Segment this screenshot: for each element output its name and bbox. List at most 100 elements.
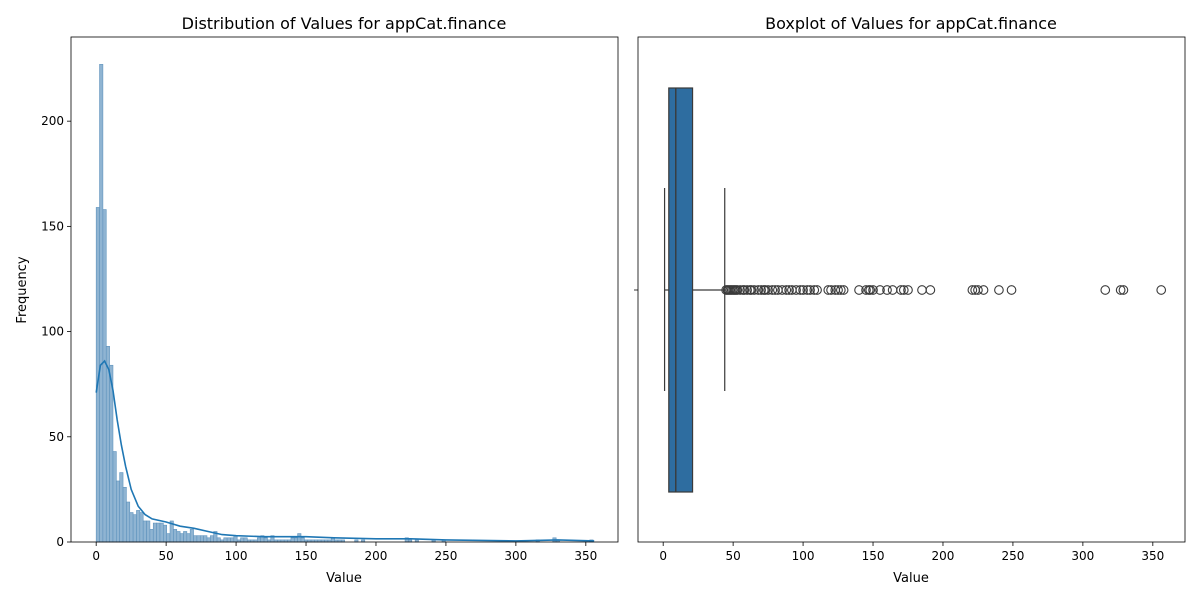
histogram-bar: [126, 501, 131, 543]
boxplot-panel: Boxplot of Values for appCat.finance 0 50…: [634, 14, 1186, 586]
histogram-title: Distribution of Values for appCat.financ…: [182, 14, 507, 33]
histogram-bar: [223, 537, 228, 543]
outlier-point: [749, 285, 759, 295]
histogram-bar: [122, 486, 127, 543]
outlier-point: [805, 285, 815, 295]
histogram-bar: [230, 537, 235, 543]
histogram-axes-frame: [70, 36, 619, 543]
histogram-bar: [129, 512, 134, 543]
x-tick-label: 200: [365, 549, 388, 563]
x-tick-label: 0: [659, 549, 667, 563]
outlier-point: [836, 285, 846, 295]
outlier-point: [833, 285, 843, 295]
y-tick-label: 50: [49, 430, 64, 444]
outlier-point: [746, 285, 757, 295]
outlier-point: [868, 285, 878, 295]
histogram-bar: [119, 472, 124, 543]
outlier-point: [1006, 285, 1017, 295]
outlier-point: [784, 285, 794, 295]
histogram-bar: [186, 533, 191, 543]
histogram-bar: [105, 346, 110, 543]
histogram-bar: [193, 535, 198, 543]
boxplot-axes-frame: [637, 36, 1186, 543]
histogram-bar: [112, 451, 117, 543]
outlier-point: [887, 285, 898, 295]
histogram-bar: [136, 510, 141, 543]
outlier-point: [823, 285, 834, 295]
histogram-bar: [173, 529, 178, 543]
histogram-bar: [183, 531, 188, 543]
outlier-point: [903, 285, 913, 295]
histogram-bar: [290, 537, 295, 543]
histogram-bar: [116, 480, 120, 543]
y-tick-label: 150: [41, 219, 64, 233]
boxplot-marks: [663, 87, 1167, 493]
outlier-point: [812, 285, 822, 295]
x-tick-label: 100: [225, 549, 248, 563]
outlier-point: [781, 285, 792, 295]
boxplot-x-label: Value: [893, 571, 929, 586]
outlier-point: [809, 285, 820, 295]
histogram-bar: [132, 514, 137, 543]
histogram-bar: [196, 535, 201, 543]
histogram-bar: [146, 520, 151, 543]
outlier-point: [967, 285, 978, 295]
outlier-point: [826, 285, 836, 295]
outlier-point: [925, 285, 936, 295]
outlier-point: [882, 285, 892, 295]
outlier-point: [791, 285, 801, 295]
histogram-bar: [206, 537, 211, 543]
histogram-bar: [257, 537, 262, 543]
histogram-bar: [226, 537, 231, 543]
histogram-x-label: Value: [326, 571, 362, 586]
histogram-y-label: Frequency: [15, 256, 30, 323]
x-tick-label: 100: [792, 549, 815, 563]
outlier-point: [739, 285, 750, 295]
outlier-point: [994, 285, 1004, 295]
outlier-point: [742, 285, 752, 295]
outlier-point: [732, 285, 743, 295]
histogram-bar: [102, 209, 107, 543]
box-iqr: [668, 87, 694, 493]
histogram-bar: [199, 535, 204, 543]
outlier-point: [770, 285, 780, 295]
x-tick-label: 150: [862, 549, 885, 563]
histogram-bars: [95, 64, 594, 543]
outlier-point: [917, 285, 927, 295]
x-tick-label: 150: [295, 549, 318, 563]
histogram-bar: [300, 537, 305, 543]
histogram-x-ticks: 0 50 100 150 200 250 300 350: [92, 542, 597, 563]
x-tick-label: 300: [1071, 549, 1094, 563]
histogram-bar: [233, 535, 238, 543]
x-tick-label: 300: [504, 549, 527, 563]
histogram-bar: [152, 522, 157, 543]
x-tick-label: 50: [725, 549, 740, 563]
histogram-bar: [243, 537, 248, 543]
outlier-point: [861, 285, 871, 295]
outlier-point: [777, 285, 787, 295]
y-tick-label: 0: [56, 535, 64, 549]
outlier-point: [1100, 285, 1111, 295]
outlier-point: [753, 285, 764, 295]
x-tick-label: 50: [158, 549, 173, 563]
histogram-bar: [297, 533, 302, 543]
y-tick-label: 100: [41, 325, 64, 339]
histogram-bar: [176, 531, 181, 543]
x-tick-label: 0: [92, 549, 100, 563]
outlier-point: [756, 285, 766, 295]
outlier-point: [875, 285, 885, 295]
histogram-bar: [189, 529, 194, 543]
histogram-bar: [163, 524, 167, 543]
outlier-point: [798, 285, 808, 295]
histogram-bar: [263, 537, 268, 543]
outlier-point: [896, 285, 906, 295]
outlier-point: [1115, 285, 1126, 295]
histogram-bar: [210, 535, 214, 543]
x-tick-label: 250: [1001, 549, 1024, 563]
histogram-bar: [159, 522, 164, 543]
histogram-y-ticks: 0 50 100 150 200: [41, 114, 71, 549]
histogram-bar: [293, 537, 298, 543]
outlier-point: [973, 285, 983, 295]
outlier-point: [1156, 285, 1167, 295]
outlier-point: [838, 285, 849, 295]
